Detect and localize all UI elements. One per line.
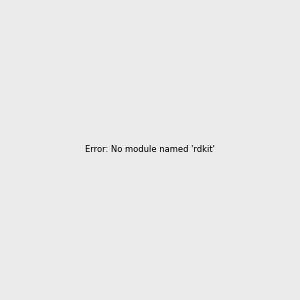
Text: Error: No module named 'rdkit': Error: No module named 'rdkit' (85, 146, 215, 154)
